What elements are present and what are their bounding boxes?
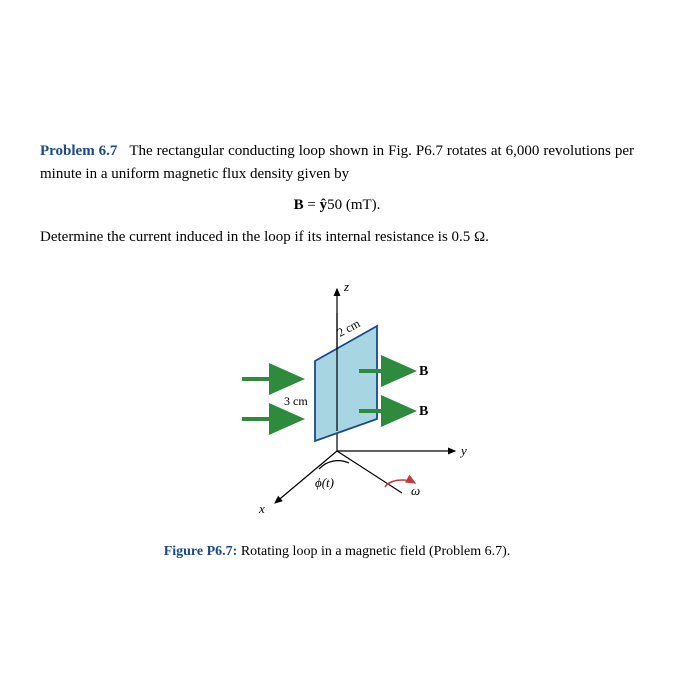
phi-label: ϕ(t)	[315, 475, 334, 490]
figure-container: z y x 2 cm 3 cm B B ϕ(t) ω Figure P6	[40, 271, 634, 560]
b-label-2: B	[419, 404, 428, 419]
caption-text: Rotating loop in a magnetic field (Probl…	[237, 544, 510, 559]
eq-val: 50 (mT).	[327, 197, 380, 213]
problem-statement: Problem 6.7 The rectangular conducting l…	[40, 140, 634, 185]
figure-svg: z y x 2 cm 3 cm B B ϕ(t) ω	[177, 271, 497, 531]
equation-B: B = ŷ50 (mT).	[40, 197, 634, 214]
caption-label: Figure P6.7:	[164, 544, 238, 559]
eq-B: B	[294, 197, 304, 213]
loop-rect	[315, 326, 377, 441]
axis-x: x	[258, 501, 265, 516]
problem-label: Problem 6.7	[40, 143, 117, 159]
axis-y: y	[459, 443, 467, 458]
eq-yhat: ŷ	[320, 197, 328, 213]
problem-text-2: Determine the current induced in the loo…	[40, 226, 634, 249]
problem-text-1: The rectangular conducting loop shown in…	[40, 143, 634, 182]
b-label-1: B	[419, 364, 428, 379]
dim-side: 3 cm	[284, 394, 308, 408]
figure-caption: Figure P6.7: Rotating loop in a magnetic…	[40, 544, 634, 560]
eq-eq: =	[304, 197, 320, 213]
axis-z: z	[343, 279, 349, 294]
omega-label: ω	[411, 483, 420, 498]
